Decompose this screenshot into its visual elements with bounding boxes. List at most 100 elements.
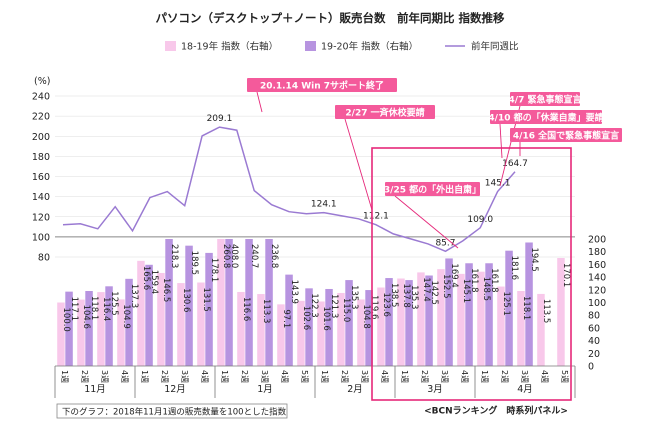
bar-value-19-20: 118.1 [89,296,99,320]
bar-18-19 [377,287,385,366]
callout-label: 2/27 一斉休校要請 [345,107,424,119]
bar-value-19-20: 236.8 [269,244,279,268]
legend-swatch [165,41,176,51]
footnote-box [56,403,288,419]
bar-value-19-20: 138.5 [389,283,399,307]
bar-18-19 [77,299,85,366]
bar-19-20 [265,239,273,366]
x-labels: 1週 2週 3週 4週 1週 2週 3週 4週 1週 2週 3週 4週 5週 1週 2週 3週 4週 1週 2週 3週… [54,365,576,398]
chart-title: パソコン（デスクトップ＋ノート）販売台数 前年同期比 指数推移 [156,11,506,25]
week-label: 4週 [120,370,129,383]
right-tick-label: 140 [588,273,606,284]
week-label: 1週 [220,370,229,383]
bar-18-19 [157,272,165,366]
yoy-line-group: 209.1 124.1 112.1 85.7 109.0 145.1 164.7 [62,114,528,253]
week-label: 4週 [280,370,289,383]
left-tick-label: 140 [32,192,50,203]
callout-label: 20.1.14 Win 7サポート終了 [260,80,384,92]
bar-value-19-20: 125.5 [109,291,119,315]
week-label: 3週 [100,370,109,383]
bar-18-19 [517,291,525,366]
bar-19-20 [145,264,153,366]
bars [57,239,565,366]
left-tick-label: 220 [32,112,50,123]
bar-value-18-19: 125.1 [501,292,511,316]
bar-19-20 [225,239,233,366]
bar-value-19-20: 218.3 [169,244,179,268]
bar-value-18-19: 115.0 [341,298,351,322]
week-label: 2週 [500,370,509,383]
bar-19-20 [105,286,113,366]
callout-label: 4/10 都の「休業自粛」要請 [488,112,603,124]
week-label: 3週 [440,370,449,383]
week-label: 1週 [320,370,329,383]
week-label: 3週 [360,370,369,383]
left-tick-label: 160 [32,172,50,183]
bar-value-19-20: 161.8 [469,268,479,292]
bar-value-18-19: 116.4 [101,297,111,321]
bar-value-19-20: 135.3 [409,285,419,309]
bar-19-20 [325,288,333,366]
right-tick-label: 60 [588,323,600,334]
callout-label: 4/7 緊急事態宣言 [509,94,582,106]
bar-18-19 [57,302,65,366]
callout-box [510,128,622,142]
bar-value-19-20: 143.9 [289,280,299,304]
left-tick-label: 100 [32,232,50,243]
month-label: 3月 [427,384,443,395]
bar-value-19-20: 240.7 [249,244,259,268]
bar-value-18-19: 104.6 [81,305,91,329]
bar-value-18-19: 97.1 [281,309,291,328]
callout-leader [499,123,503,159]
yoy-value-label: 109.0 [467,215,493,225]
bar-value-19-20: 194.5 [529,247,539,271]
bar-19-20 [85,291,93,366]
bar-value-18-19: 131.5 [201,287,211,311]
bar-value-19-20: 408.0 [229,244,239,268]
right-tick-label: 160 [588,260,606,271]
week-label: 4週 [200,370,209,383]
week-label: 5週 [560,370,569,383]
legend: 18-19年 指数（右軸） 19-20年 指数（右軸） 前年同週比 [165,41,519,53]
week-label: 1週 [60,370,69,383]
bar-value-18-19: 113.3 [261,299,271,323]
bar-value-18-19: 145.1 [461,279,471,303]
callout-box [510,92,580,106]
axes: (%)8010012014016018020022024002040608010… [32,76,606,373]
yoy-value-label: 209.1 [207,114,233,124]
legend-swatch [305,41,316,51]
yoy-value-label: 164.7 [502,159,528,169]
highlight-box [371,147,572,401]
bar-value-19-20: 122.3 [309,293,319,317]
bar-value-18-19: 137.8 [401,283,411,307]
bar-19-20 [525,242,533,366]
grid [55,95,575,258]
bar-19-20 [185,245,193,366]
yoy-value-label: 85.7 [435,238,455,248]
left-tick-label: 80 [38,253,50,264]
bar-value-18-19: 130.6 [181,288,191,312]
callout-label: 3/25 都の「外出自粛」 [384,184,481,196]
bar-value-18-19: 104.9 [121,304,131,328]
yoy-line [62,126,516,253]
bar-value-19-20: 169.4 [449,263,459,287]
bar-value-19-20: 189.5 [189,251,199,275]
credit: <BCNランキング 時系列パネル> [424,405,568,417]
week-label: 2週 [160,370,169,383]
bar-19-20 [405,280,413,366]
week-label: 1週 [140,370,149,383]
bar-19-20 [65,291,73,366]
bar-19-20 [425,275,433,366]
callout-box [335,105,435,119]
bar-value-19-20: 159.4 [149,270,159,294]
bar-18-19 [237,291,245,366]
week-label: 2週 [80,370,89,383]
bar-value-19-20: 121.3 [329,294,339,318]
bar-value-18-19: 116.6 [241,297,251,321]
bar-18-19 [417,272,425,366]
legend-label: 前年同週比 [471,41,519,53]
left-tick-label: 120 [32,212,50,223]
footer: 下のグラフ：2018年11月1週の販売数量を100とした指数 <BCNランキング … [56,403,568,419]
right-tick-label: 180 [588,247,606,258]
